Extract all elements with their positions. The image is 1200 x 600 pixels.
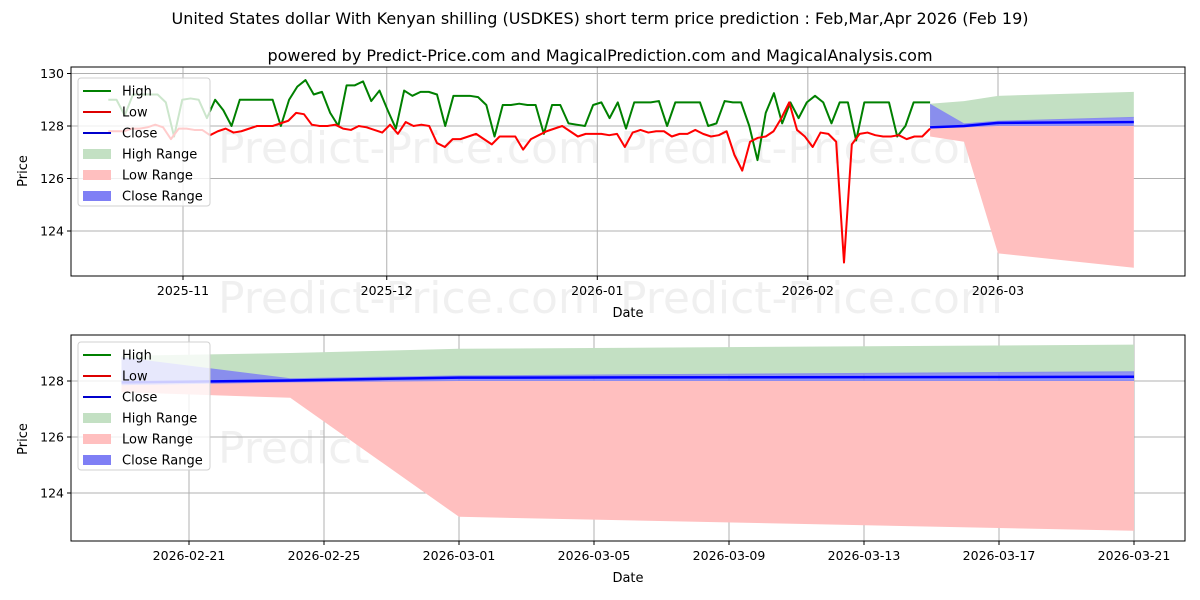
watermark: Predict-Price.com	[218, 273, 601, 324]
legend-swatch-low-range	[83, 434, 111, 444]
x-tick-label: 2026-02-21	[153, 548, 226, 563]
legend-label: Close	[122, 391, 157, 406]
legend-swatch-high-range	[83, 413, 111, 423]
legend-label: Low Range	[122, 169, 193, 184]
y-tick-label: 126	[40, 430, 64, 445]
y-tick-label: 124	[40, 224, 64, 239]
x-tick-label: 2026-03-01	[423, 548, 496, 563]
x-tick-label: 2025-12	[361, 283, 413, 298]
legend-label: Close	[122, 127, 157, 142]
legend-label: Close Range	[122, 190, 203, 205]
top-x-axis-label: Date	[612, 306, 643, 321]
chart-canvas: Predict-Price.com Predict-Price.com Pred…	[0, 0, 1200, 600]
legend-label: Low	[122, 106, 148, 121]
x-tick-label: 2026-03-21	[1098, 548, 1171, 563]
y-tick-label: 126	[40, 171, 64, 186]
y-tick-label: 130	[40, 66, 64, 81]
x-tick-label: 2026-03-05	[558, 548, 631, 563]
legend-label: High Range	[122, 412, 197, 427]
x-tick-label: 2026-02-25	[288, 548, 361, 563]
y-tick-label: 128	[40, 374, 64, 389]
x-tick-label: 2026-02	[782, 283, 834, 298]
x-tick-label: 2026-03-13	[828, 548, 901, 563]
bottom-plot: Predict-Price.com Predict-Price.com 2026…	[16, 335, 1185, 586]
watermark: Predict-Price.com	[620, 273, 1003, 324]
top-y-axis-label: Price	[16, 155, 31, 187]
y-tick-label: 128	[40, 119, 64, 134]
legend-label: Low	[122, 370, 148, 385]
bottom-y-axis-label: Price	[16, 423, 31, 455]
legend-swatch-close-range	[83, 191, 111, 201]
legend-label: High Range	[122, 148, 197, 163]
bottom-x-axis-label: Date	[612, 571, 643, 586]
legend-label: High	[122, 85, 152, 100]
x-tick-label: 2026-01	[571, 283, 623, 298]
bottom-legend: High Low Close High Range Low Range Close Ran…	[78, 342, 210, 470]
x-tick-label: 2026-03-17	[963, 548, 1036, 563]
x-tick-label: 2025-11	[157, 283, 209, 298]
legend-label: High	[122, 349, 152, 364]
legend-label: Close Range	[122, 454, 203, 469]
legend-swatch-low-range	[83, 170, 111, 180]
legend-label: Low Range	[122, 433, 193, 448]
legend-swatch-high-range	[83, 149, 111, 159]
top-legend: High Low Close High Range Low Range Close Ran…	[78, 78, 210, 206]
y-tick-label: 124	[40, 486, 64, 501]
x-tick-label: 2026-03-09	[693, 548, 766, 563]
top-plot: Predict-Price.com Predict-Price.com Pred…	[16, 66, 1185, 324]
legend-swatch-close-range	[83, 455, 111, 465]
x-tick-label: 2026-03	[972, 283, 1024, 298]
top-forecast-ranges	[930, 92, 1134, 268]
